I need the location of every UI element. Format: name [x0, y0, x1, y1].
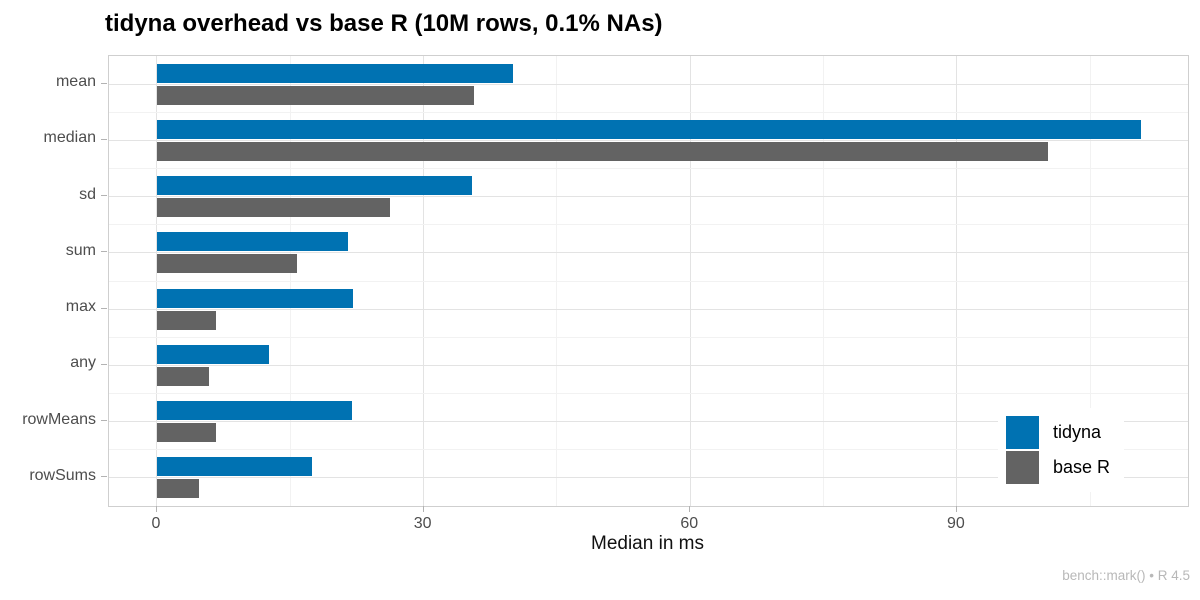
x-axis-title: Median in ms — [591, 533, 704, 554]
x-tick-0 — [155, 506, 157, 512]
gridline-minor-y-5 — [109, 336, 1188, 338]
bar-base-R-any — [156, 366, 209, 386]
bar-base-R-sd — [156, 198, 390, 218]
gridline-minor-y-2 — [109, 168, 1188, 169]
gridline-major-y-sum — [109, 252, 1188, 254]
y-tick-any — [101, 363, 107, 365]
y-tick-label-any: any — [70, 354, 96, 372]
y-tick-label-mean: mean — [55, 73, 96, 91]
y-tick-mean — [101, 82, 107, 84]
y-tick-label-max: max — [65, 298, 96, 316]
bar-base-R-rowSums — [156, 479, 199, 499]
bar-tidyna-median — [156, 119, 1141, 139]
bar-tidyna-sum — [156, 232, 349, 252]
gridline-major-y-max — [109, 308, 1188, 310]
legend-label-base-r: base R — [1053, 457, 1111, 477]
gridline-minor-y-6 — [109, 393, 1188, 394]
legend-label-tidyna: tidyna — [1053, 422, 1102, 442]
y-tick-label-sum: sum — [65, 241, 96, 259]
y-tick-median — [101, 138, 107, 140]
y-tick-max — [101, 307, 107, 309]
legend-swatch-base-r — [1006, 451, 1039, 484]
x-tick-60 — [689, 506, 691, 512]
gridline-major-y-median — [109, 139, 1188, 141]
legend-swatch-tidyna — [1006, 416, 1039, 449]
bar-tidyna-rowSums — [156, 457, 312, 477]
x-tick-label-0: 0 — [151, 515, 161, 532]
bar-base-R-max — [156, 310, 216, 330]
bar-tidyna-mean — [156, 63, 514, 83]
x-tick-30 — [422, 506, 424, 512]
y-tick-sum — [101, 251, 107, 253]
bar-base-R-rowMeans — [156, 423, 216, 443]
gridline-major-y-mean — [109, 83, 1188, 85]
y-tick-rowMeans — [101, 420, 107, 422]
x-tick-label-90: 90 — [947, 515, 965, 532]
bar-base-R-sum — [156, 254, 297, 274]
caption: bench::mark() • R 4.5 — [1062, 568, 1190, 583]
bar-tidyna-rowMeans — [156, 401, 352, 421]
y-tick-label-median: median — [43, 129, 96, 147]
bar-tidyna-max — [156, 288, 353, 308]
y-tick-label-sd: sd — [79, 185, 96, 203]
gridline-minor-y-1 — [109, 111, 1188, 113]
legend-item-tidyna: tidyna — [1006, 416, 1110, 449]
y-tick-label-rowMeans: rowMeans — [22, 410, 96, 428]
gridline-major-y-sd — [109, 196, 1188, 198]
gridline-minor-y-7 — [109, 449, 1188, 451]
x-tick-90 — [955, 506, 957, 512]
bar-tidyna-sd — [156, 176, 472, 196]
gridline-minor-y-4 — [109, 280, 1188, 282]
legend: tidyna base R — [998, 408, 1125, 492]
y-tick-label-rowSums: rowSums — [29, 466, 96, 484]
bar-tidyna-any — [156, 344, 269, 364]
bar-base-R-mean — [156, 85, 475, 105]
x-tick-label-60: 60 — [680, 515, 699, 532]
gridline-major-y-any — [109, 364, 1188, 366]
y-tick-rowSums — [101, 476, 107, 478]
y-tick-sd — [101, 195, 107, 197]
x-tick-label-30: 30 — [413, 515, 432, 532]
chart-title: tidyna overhead vs base R (10M rows, 0.1… — [105, 10, 663, 37]
plot-area — [108, 55, 1189, 507]
gridline-major-y-rowMeans — [109, 421, 1188, 423]
gridline-major-y-rowSums — [109, 477, 1188, 479]
legend-item-base-r: base R — [1006, 451, 1110, 484]
bar-base-R-median — [156, 141, 1048, 161]
gridline-minor-y-3 — [109, 224, 1188, 226]
